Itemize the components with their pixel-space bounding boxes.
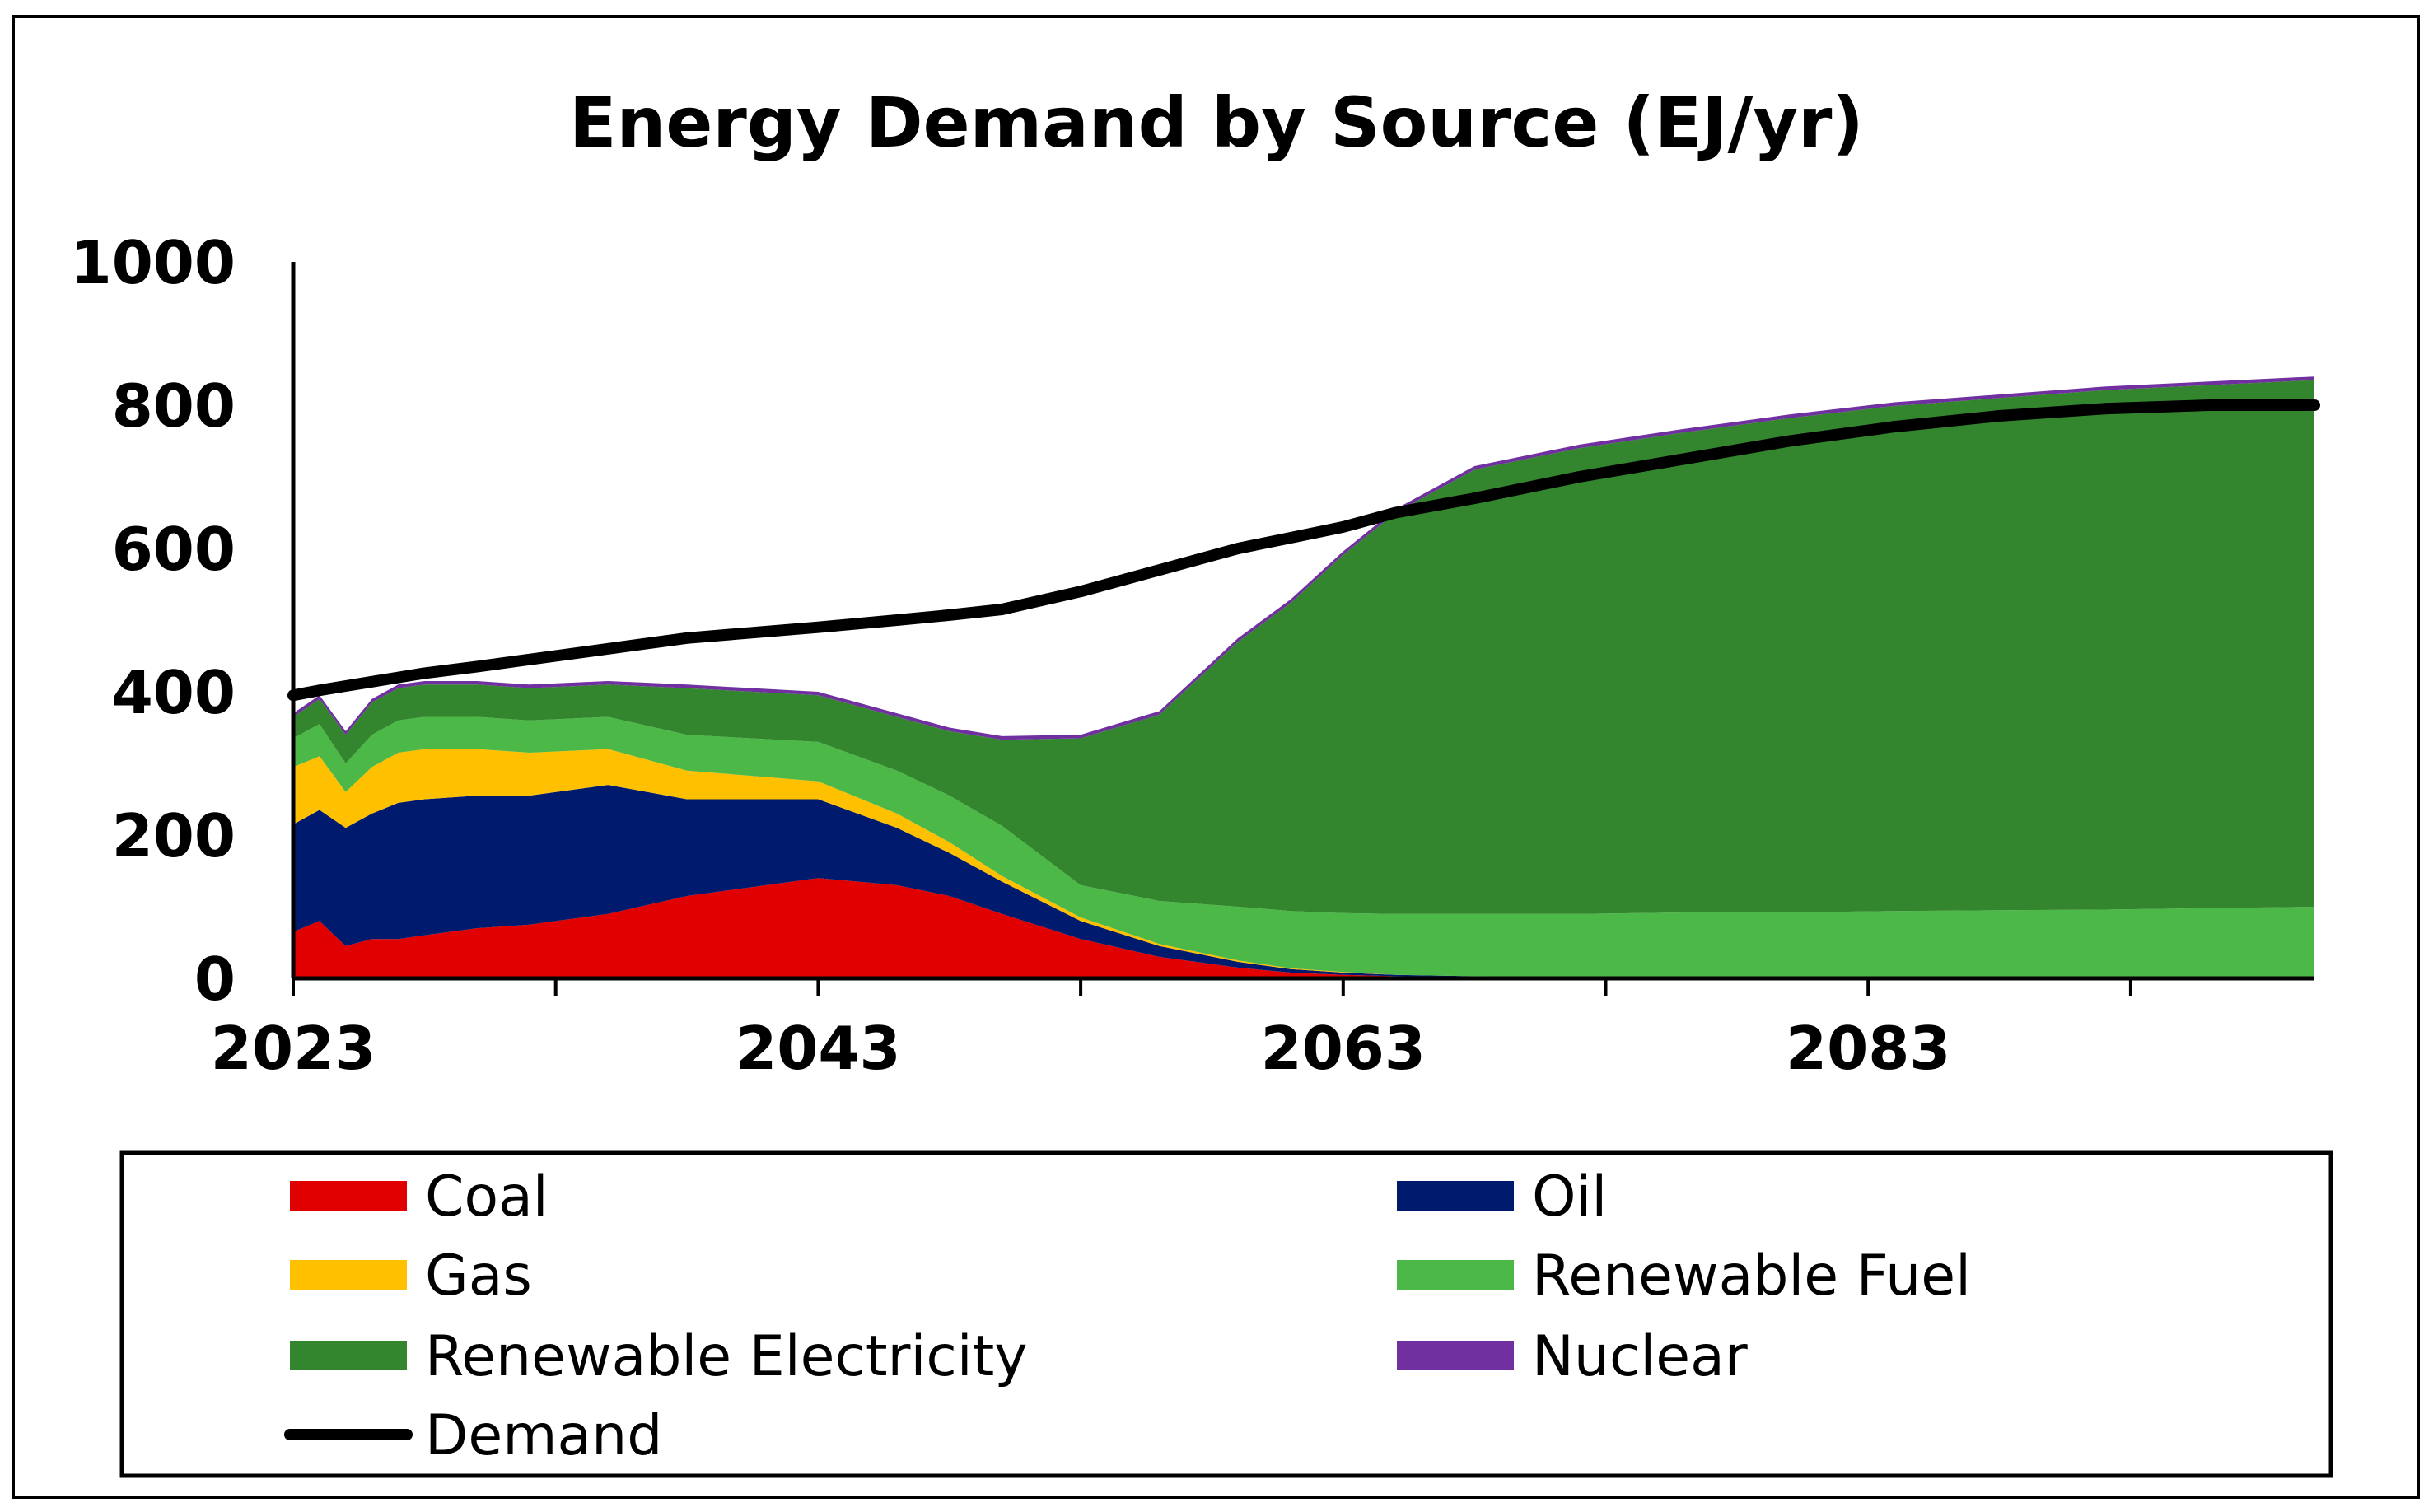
legend: Coal Oil Gas Renewable Fuel Renewable Electr…: [119, 1150, 2333, 1478]
x-tick-label: 2083: [1786, 1014, 1950, 1083]
legend-item-renewable-fuel: Renewable Fuel: [1397, 1244, 1971, 1309]
legend-item-oil: Oil: [1397, 1164, 1607, 1230]
area-series-gas: [293, 749, 2314, 978]
y-tick-label: 200: [112, 801, 236, 870]
y-tick-label: 400: [112, 658, 236, 727]
area-series-oil: [293, 785, 2314, 978]
legend-box: [119, 1150, 2333, 1478]
legend-item-gas: Gas: [290, 1244, 532, 1309]
legend-swatch: [1397, 1181, 1514, 1211]
legend-item-demand: Demand: [284, 1403, 662, 1468]
y-tick-label: 800: [112, 371, 236, 441]
legend-label: Demand: [425, 1403, 662, 1468]
legend-label: Oil: [1532, 1164, 1607, 1230]
area-layer: [293, 376, 2314, 978]
legend-swatch: [290, 1181, 407, 1211]
legend-label: Gas: [425, 1244, 532, 1309]
legend-swatch: [1397, 1260, 1514, 1290]
line-series-demand: [287, 399, 2320, 702]
legend-label: Nuclear: [1532, 1324, 1748, 1389]
legend-label: Renewable Fuel: [1532, 1244, 1971, 1309]
legend-swatch: [290, 1260, 407, 1290]
x-tick-label: 2043: [736, 1014, 900, 1083]
legend-item-renewable-electricity: Renewable Electricity: [290, 1324, 1028, 1389]
legend-item-coal: Coal: [290, 1164, 549, 1230]
x-tick-label: 2023: [211, 1014, 376, 1083]
area-series-coal: [293, 878, 2314, 978]
legend-label: Coal: [425, 1164, 549, 1230]
y-tick-label: 0: [194, 945, 236, 1014]
x-tick-label: 2063: [1261, 1014, 1426, 1083]
area-series-renewable-electricity: [293, 380, 2314, 914]
chart-title: Energy Demand by Source (EJ/yr): [569, 82, 1864, 163]
legend-swatch: [290, 1341, 407, 1370]
legend-item-nuclear: Nuclear: [1397, 1324, 1748, 1389]
area-series-renewable-fuel: [293, 716, 2314, 978]
axes: 0 200 400 600 800 1000 2023 2043 2063 2083: [71, 228, 2314, 1083]
line-layer: [287, 399, 2320, 702]
y-tick-label: 600: [112, 515, 236, 584]
y-tick-label: 1000: [71, 228, 236, 297]
legend-label: Renewable Electricity: [425, 1324, 1028, 1389]
legend-swatch: [1397, 1341, 1514, 1370]
